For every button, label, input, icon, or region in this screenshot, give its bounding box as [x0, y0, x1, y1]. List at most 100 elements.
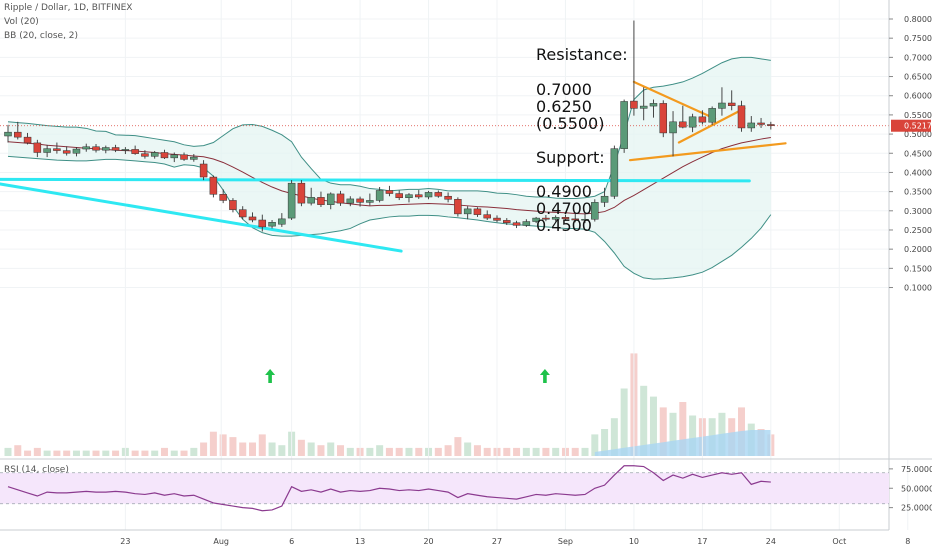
candle-body[interactable]	[767, 124, 775, 126]
rsi-band-fill	[0, 472, 889, 504]
candle-body[interactable]	[639, 105, 648, 109]
candle-body[interactable]	[473, 208, 482, 215]
candle-body[interactable]	[454, 199, 462, 215]
candle-body[interactable]	[551, 217, 560, 220]
candle-body[interactable]	[23, 136, 32, 144]
candle-body[interactable]	[238, 209, 247, 218]
candle-body[interactable]	[258, 219, 267, 228]
candle-body[interactable]	[62, 150, 71, 154]
volume-bar	[659, 407, 667, 456]
candle-body[interactable]	[287, 182, 296, 219]
candle-body[interactable]	[385, 190, 394, 194]
candle-body[interactable]	[111, 147, 120, 151]
candle-body[interactable]	[512, 222, 521, 226]
candle-body[interactable]	[4, 131, 12, 137]
candle-body[interactable]	[581, 218, 589, 221]
candle-body[interactable]	[297, 182, 306, 204]
candle-body[interactable]	[649, 103, 658, 107]
candle-body[interactable]	[659, 103, 668, 134]
candle-body[interactable]	[434, 192, 443, 197]
rsi-legend[interactable]: RSI (14, close)	[4, 465, 69, 475]
candle-body[interactable]	[209, 176, 218, 195]
candle-body[interactable]	[561, 217, 570, 220]
candle-body[interactable]	[278, 218, 286, 225]
candle-body[interactable]	[131, 149, 139, 154]
horizontal-resistance-line[interactable]	[0, 177, 751, 183]
candle-body[interactable]	[199, 163, 208, 178]
up-arrow-icon	[265, 369, 276, 383]
candle-body[interactable]	[375, 190, 384, 201]
candle-body[interactable]	[532, 217, 540, 222]
last-price-tag[interactable]	[891, 119, 931, 132]
candle-body[interactable]	[53, 148, 61, 151]
candle-body[interactable]	[620, 101, 628, 149]
candle-body[interactable]	[395, 193, 403, 199]
candle-body[interactable]	[346, 198, 355, 204]
candle-body[interactable]	[268, 222, 276, 227]
candle-body[interactable]	[757, 122, 765, 125]
candle-body[interactable]	[317, 197, 325, 205]
descending-support-line[interactable]	[0, 182, 403, 253]
symbol-legend[interactable]: Ripple / Dollar, 1D, BITFINEX	[4, 3, 133, 13]
volume-bar	[63, 450, 71, 456]
candle-body[interactable]	[747, 122, 756, 129]
triangle-upper-line[interactable]	[632, 80, 717, 120]
support-level-1: 0.4900	[536, 182, 592, 201]
candle-body[interactable]	[219, 194, 227, 201]
candle-body[interactable]	[571, 218, 579, 221]
candle-body[interactable]	[121, 149, 130, 151]
candle-body[interactable]	[170, 154, 179, 159]
volume-legend[interactable]: Vol (20)	[4, 17, 39, 27]
candle-body[interactable]	[160, 152, 169, 159]
candle-body[interactable]	[493, 217, 501, 221]
candle-body[interactable]	[600, 195, 609, 203]
candle-body[interactable]	[92, 146, 100, 151]
candle-body[interactable]	[630, 100, 638, 109]
candle-body[interactable]	[688, 116, 697, 128]
candle-body[interactable]	[326, 193, 335, 205]
candle-body[interactable]	[82, 146, 90, 150]
candle-body[interactable]	[14, 131, 22, 138]
candle-body[interactable]	[727, 102, 736, 106]
candle-body[interactable]	[102, 147, 110, 151]
ascending-support-line[interactable]	[628, 142, 787, 162]
triangle-lower-line[interactable]	[677, 107, 746, 144]
candle-body[interactable]	[610, 148, 619, 197]
candle-body[interactable]	[424, 192, 433, 198]
candle-body[interactable]	[503, 220, 511, 223]
candle-body[interactable]	[405, 194, 413, 199]
candle-body[interactable]	[336, 193, 345, 204]
candle-body[interactable]	[180, 154, 188, 160]
candle-body[interactable]	[698, 116, 707, 123]
candle-body[interactable]	[591, 202, 599, 220]
candle-body[interactable]	[229, 200, 237, 210]
candle-body[interactable]	[190, 156, 198, 160]
candle-body[interactable]	[72, 148, 81, 154]
candle-body[interactable]	[737, 105, 746, 129]
bb-legend[interactable]: BB (20, close, 2)	[4, 31, 79, 41]
candle-body[interactable]	[718, 102, 726, 109]
candle-body[interactable]	[522, 221, 531, 226]
candle-body[interactable]	[248, 216, 257, 221]
candle-body[interactable]	[542, 217, 550, 220]
candle-body[interactable]	[141, 153, 149, 157]
candle-body[interactable]	[33, 142, 42, 153]
candle-body[interactable]	[366, 200, 374, 203]
candle-body[interactable]	[463, 208, 472, 215]
candle-body[interactable]	[43, 148, 51, 153]
volume-bar	[4, 447, 12, 456]
candle-body[interactable]	[444, 195, 452, 200]
candle-body[interactable]	[679, 121, 687, 128]
candle-body[interactable]	[150, 152, 159, 157]
candle-body[interactable]	[307, 197, 315, 204]
time-axis[interactable]: 23Aug6132027Sep101724Oct815	[0, 529, 932, 546]
candle-body[interactable]	[356, 198, 364, 203]
candle-body[interactable]	[708, 108, 716, 123]
candle-body[interactable]	[669, 121, 677, 134]
candle-body[interactable]	[415, 194, 423, 198]
candle-body[interactable]	[483, 214, 491, 219]
